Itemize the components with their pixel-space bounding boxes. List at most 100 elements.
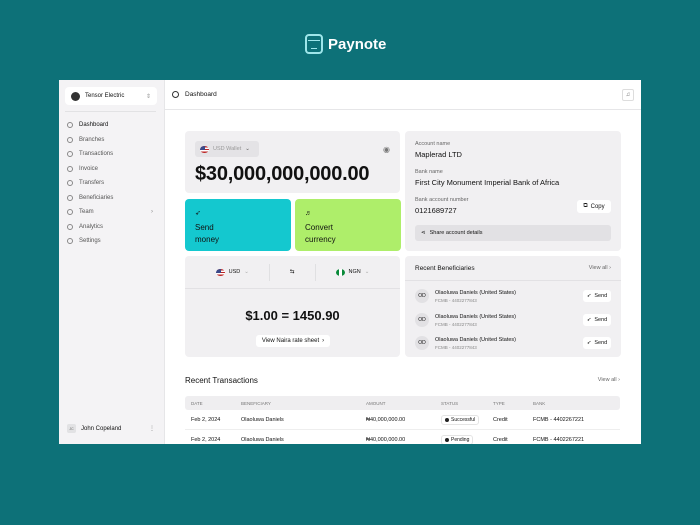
transactions-table: DATE BENEFICIARY AMOUNT STATUS TYPE BANK Feb … — [185, 396, 620, 444]
sidebar-item-label: Transfers — [79, 180, 105, 187]
view-all-transactions-link[interactable]: View all › — [597, 377, 620, 383]
paynote-logo-icon — [305, 34, 323, 54]
chevron-right-icon: › — [151, 209, 153, 216]
share-account-details-button[interactable]: ⋖ Share account details — [415, 225, 611, 241]
to-currency-select[interactable]: NGN ⌄ — [335, 268, 370, 276]
sidebar-item-label: Invoice — [79, 165, 99, 172]
us-flag-icon — [215, 268, 225, 276]
view-all-beneficiaries-link[interactable]: View all › — [588, 265, 611, 271]
send-label-line1: Send — [195, 223, 214, 232]
bank-name-label: Bank name — [415, 169, 443, 175]
cell-date: Feb 2, 2024 — [191, 436, 221, 443]
beneficiary-account: FCMB - 4402277843 — [435, 297, 477, 303]
send-icon: ➶ — [586, 293, 592, 299]
cell-type: Credit — [493, 436, 508, 443]
beneficiaries-title: Recent Beneficiaries — [415, 264, 475, 272]
sidebar-item-team[interactable]: Team › — [67, 205, 153, 220]
send-label: Send — [594, 293, 608, 299]
column-header: BENEFICIARY — [241, 400, 271, 406]
cell-amount: ₦40,000,000.00 — [366, 416, 406, 423]
column-header: STATUS — [441, 400, 459, 406]
cell-beneficiary: Olaoluwa Daniels — [241, 416, 284, 423]
account-number: 0121689727 — [415, 206, 457, 215]
table-row[interactable]: Feb 2, 2024 Olaoluwa Daniels ₦40,000,000.0… — [185, 430, 620, 444]
chevron-updown-icon: ⇕ — [145, 93, 151, 100]
beneficiary-name: Olaoluwa Daniels (United States) — [435, 289, 517, 296]
column-header: TYPE — [493, 400, 505, 406]
view-all-label: View all — [597, 377, 617, 383]
transfers-icon — [67, 180, 73, 187]
cell-date: Feb 2, 2024 — [191, 416, 221, 423]
user-profile[interactable]: JC John Copeland ⋮ — [67, 424, 155, 433]
copy-button[interactable]: ⧉ Copy — [577, 200, 611, 213]
recent-beneficiaries-card: Recent Beneficiaries View all › OD Olaoluw… — [405, 256, 621, 357]
list-item: OD Olaoluwa Daniels (United States) FCMB -… — [415, 334, 611, 352]
cell-bank: FCMB - 4402267221 — [533, 436, 585, 443]
sidebar-item-label: Settings — [79, 238, 101, 245]
table-row[interactable]: Feb 2, 2024 Olaoluwa Daniels ₦40,000,000.0… — [185, 410, 620, 430]
beneficiaries-header: Recent Beneficiaries View all › — [405, 256, 621, 281]
account-name-label: Account name — [415, 141, 451, 147]
org-name: Tensor Electric — [85, 93, 125, 99]
swap-icon[interactable]: ⇆ — [289, 269, 295, 275]
send-button[interactable]: ➶ Send — [583, 337, 611, 349]
sidebar: Tensor Electric ⇕ Dashboard Branches Tran… — [59, 80, 165, 444]
sidebar-nav: Dashboard Branches Transactions Invoice … — [67, 118, 153, 249]
wallet-balance: $30,000,000,000.00 — [195, 163, 370, 185]
convert-currency-button[interactable]: ♬ Convert currency — [295, 199, 401, 251]
send-icon: ➶ — [586, 340, 592, 346]
brand-logo: Paynote — [305, 34, 386, 54]
column-header: AMOUNT — [366, 400, 386, 406]
view-all-label: View all — [588, 265, 608, 271]
send-label-line2: money — [195, 235, 220, 244]
copy-icon: ⧉ — [583, 203, 588, 209]
beneficiaries-icon — [67, 194, 73, 201]
sidebar-item-transactions[interactable]: Transactions — [67, 147, 153, 162]
sidebar-item-branches[interactable]: Branches — [67, 133, 153, 148]
rate-sheet-label: View Naira rate sheet — [261, 338, 320, 344]
wallet-selector[interactable]: USD Wallet ⌄ — [195, 141, 259, 157]
sidebar-item-label: Team — [79, 209, 94, 216]
beneficiary-name: Olaoluwa Daniels (United States) — [435, 336, 517, 343]
send-icon: ➶ — [195, 210, 201, 217]
org-switcher[interactable]: Tensor Electric ⇕ — [65, 87, 157, 105]
send-label: Send — [594, 340, 608, 346]
convert-label-line2: currency — [305, 235, 336, 244]
cell-beneficiary: Olaoluwa Daniels — [241, 436, 284, 443]
user-name: John Copeland — [81, 425, 122, 432]
sidebar-item-beneficiaries[interactable]: Beneficiaries — [67, 191, 153, 206]
send-money-button[interactable]: ➶ Send money — [185, 199, 291, 251]
ng-flag-icon — [335, 268, 345, 276]
copy-label: Copy — [590, 203, 605, 210]
sidebar-item-settings[interactable]: Settings — [67, 234, 153, 249]
account-number-label: Bank account number — [415, 197, 469, 203]
more-vertical-icon[interactable]: ⋮ — [149, 426, 155, 432]
beneficiary-avatar: OD — [415, 336, 429, 350]
recent-transactions-title: Recent Transactions — [185, 376, 258, 385]
notification-bell-icon[interactable]: ♫ — [622, 89, 634, 101]
sidebar-item-transfers[interactable]: Transfers — [67, 176, 153, 191]
beneficiary-avatar: OD — [415, 313, 429, 327]
view-rate-sheet-button[interactable]: View Naira rate sheet › — [256, 335, 330, 347]
chevron-right-icon: › — [322, 338, 325, 344]
wallet-selector-label: USD Wallet — [213, 146, 242, 152]
sidebar-item-dashboard[interactable]: Dashboard — [67, 118, 153, 133]
beneficiary-name: Olaoluwa Daniels (United States) — [435, 313, 517, 320]
sidebar-item-label: Dashboard — [79, 122, 109, 129]
sidebar-item-analytics[interactable]: Analytics — [67, 220, 153, 235]
from-currency: USD — [228, 269, 241, 275]
send-button[interactable]: ➶ Send — [583, 314, 611, 326]
sidebar-item-label: Beneficiaries — [79, 194, 114, 201]
settings-icon — [67, 238, 73, 245]
chevron-down-icon: ⌄ — [364, 269, 370, 275]
column-header: BANK — [533, 400, 546, 406]
beneficiary-account: FCMB - 4402277843 — [435, 321, 477, 327]
currency-pair: USD ⌄ ⇆ NGN ⌄ — [185, 256, 400, 289]
list-item: OD Olaoluwa Daniels (United States) FCMB -… — [415, 287, 611, 305]
send-button[interactable]: ➶ Send — [583, 290, 611, 302]
eye-icon[interactable]: ◉ — [383, 145, 390, 154]
from-currency-select[interactable]: USD ⌄ — [215, 268, 249, 276]
share-label: Share account details — [429, 230, 483, 236]
analytics-icon — [67, 223, 73, 230]
sidebar-item-invoice[interactable]: Invoice — [67, 162, 153, 177]
